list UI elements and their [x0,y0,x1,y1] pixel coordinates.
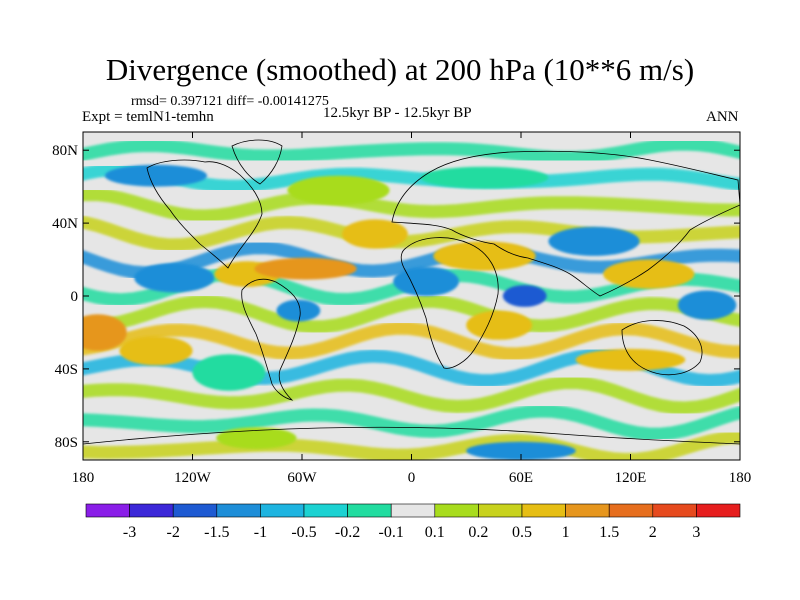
colorbar: -3 -2 -1.5 -1 -0.5 -0.2 -0.1 0.1 0.2 0.5 1 1.5 2 3 [85,503,741,541]
field-band [83,137,740,165]
field-region [575,348,686,371]
field-band [83,187,740,223]
field-region [287,175,390,205]
colorbar-label: -3 [123,524,136,541]
colorbar-label: -2 [167,524,180,541]
colorbar-swatch [303,503,348,518]
field-region [466,310,532,340]
field-region [342,219,408,249]
colorbar-swatch [434,503,479,518]
y-tick-label: 0 [71,289,79,305]
colorbar-swatch [608,503,654,518]
season-label: ANN [706,109,739,125]
colorbar-label: -0.2 [335,524,360,541]
x-tick-label: 0 [408,470,416,486]
colorbar-label: 0.5 [512,524,532,541]
period-label: 12.5kyr BP - 12.5kyr BP [323,105,472,121]
x-tick-label: 120W [174,470,212,486]
field-region [677,290,737,320]
stats-label: rmsd= 0.397121 diff= -0.00141275 [131,94,329,109]
colorbar-label: 3 [692,524,700,541]
colorbar-swatch [260,503,305,518]
field-region [192,354,266,391]
coastline-south-america [241,278,301,401]
divergence-field-regions [83,164,737,460]
field-region [603,259,695,289]
colorbar-label: 0.1 [425,524,445,541]
field-band [83,294,740,334]
colorbar-swatch [172,503,218,518]
field-region [254,257,357,280]
x-tick-label: 180 [729,470,752,486]
colorbar-label: -0.5 [291,524,316,541]
field-region [276,299,321,322]
coastline-australia [621,320,703,376]
coastline-greenland [231,139,283,185]
field-region [216,427,297,449]
colorbar-swatch [478,503,523,518]
field-region [466,441,576,460]
y-tick-label: 40S [55,362,78,378]
colorbar-label: 1 [562,524,570,541]
y-axis: 80N 40N 0 40S 80S [52,143,740,451]
colorbar-swatch [129,503,174,518]
coastline-africa [400,237,499,369]
field-region [393,266,459,296]
field-region [83,314,127,351]
colorbar-swatch [347,503,392,518]
field-region [420,166,549,189]
field-band [83,376,740,415]
coastlines [83,139,740,445]
x-tick-label: 60E [509,470,533,486]
x-tick-label: 180 [72,470,95,486]
colorbar-label: 2 [649,524,657,541]
colorbar-swatch [390,503,436,518]
colorbar-label: 1.5 [599,524,619,541]
coastline-eurasia [391,150,740,297]
y-tick-label: 80S [55,435,78,451]
field-band [83,321,740,361]
y-tick-label: 40N [52,216,78,232]
field-region [502,285,547,307]
colorbar-swatch [652,503,697,518]
field-band [83,404,740,441]
coastline-antarctica [83,426,740,445]
field-region [134,263,215,293]
x-axis: 180 120W 60W 0 60E 120E 180 [72,132,752,486]
colorbar-label: -0.1 [379,524,404,541]
x-tick-label: 120E [615,470,647,486]
colorbar-label: 0.2 [468,524,488,541]
colorbar-swatch [565,503,610,518]
field-region [119,336,193,366]
experiment-label: Expt = temlN1-temhn [82,109,214,125]
colorbar-label: -1.5 [204,524,229,541]
colorbar-swatch [696,503,741,518]
x-tick-label: 60W [287,470,317,486]
field-region [104,164,208,187]
colorbar-swatch [521,503,566,518]
field-region [433,241,536,271]
field-region [548,226,640,256]
colorbar-swatch [216,503,261,518]
chart-title: Divergence (smoothed) at 200 hPa (10**6 … [105,52,695,87]
coastline-north-america [146,159,263,269]
y-tick-label: 80N [52,143,78,159]
field-band [83,430,740,460]
colorbar-label: -1 [254,524,267,541]
colorbar-swatch [85,503,130,518]
